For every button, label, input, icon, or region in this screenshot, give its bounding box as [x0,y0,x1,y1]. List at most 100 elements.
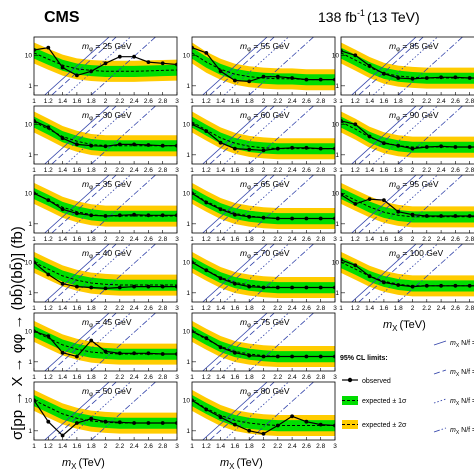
theory-line [202,382,268,440]
x-tick-label: 2.4 [130,305,139,312]
x-tick-label: 2 [262,305,266,312]
x-tick-label: 1.4 [365,98,374,105]
x-tick-label: 1.4 [216,443,225,450]
x-tick-label: 1.4 [58,305,67,312]
observed-point [304,354,309,359]
observed-point [318,285,323,290]
expected-line [192,121,335,150]
observed-point [290,414,294,419]
x-tick-label: 3 [333,374,337,381]
theory-line [248,313,314,371]
x-tick-label: 2 [411,98,415,105]
x-tick-label: 1.6 [72,167,81,174]
theory-line [51,37,117,95]
observed-point [233,422,237,427]
y-tick-label: 10 [25,260,33,267]
x-tick-label: 2.2 [115,167,124,174]
observed-point [318,146,323,151]
x-tick-label: 2.2 [422,98,431,105]
x-tick-label: 1.8 [87,98,96,105]
panel-plot-area [192,382,335,440]
x-tick-label: 3 [175,236,179,243]
expected-1sigma-band [192,395,335,432]
panel-plot-area [341,106,474,164]
y-tick-label: 10 [332,53,340,60]
observed-point [424,214,429,218]
panel-mass-label: mφ = 95 GeV [389,179,439,191]
panel: 1 1.2 1.4 1.6 1.8 2 2.2 2.4 2.6 2.8 3 1 10 mφ = 30 Ge… [25,105,179,174]
observed-point [247,428,252,433]
observed-point [410,212,415,217]
x-tick-label: 1.6 [230,305,239,312]
y-tick-label: 10 [25,122,33,129]
x-tick-label: 2.2 [115,305,124,312]
observed-point [160,284,165,289]
luminosity-label: 138 fb-1 (13 TeV) [318,8,420,25]
panel-mass-label: mφ = 70 GeV [240,248,290,260]
x-tick-label: 1.2 [44,374,53,381]
theory-line [44,382,110,440]
x-axis-titles: mX (TeV) mX (TeV) mX (TeV) [62,319,426,471]
observed-point [318,422,323,427]
x-axis-title: mX (TeV) [62,457,105,471]
observed-point [60,433,65,438]
observed-point [175,213,177,218]
theory-line [358,244,424,302]
x-tick-label: 1.6 [379,98,388,105]
theory-line [397,244,463,302]
legend-observed-label: observed [362,378,391,385]
x-tick-label: 2.4 [288,305,297,312]
x-tick-label: 2.6 [302,443,311,450]
x-tick-label: 1.2 [351,236,360,243]
expected-1sigma-band [192,116,335,155]
x-axis-title: mX (TeV) [220,457,263,471]
y-tick-label: 10 [25,53,33,60]
observed-point [103,419,108,424]
expected-line [34,261,177,286]
observed-point [467,214,472,218]
observed-point [175,352,177,356]
y-tick-label: 10 [183,260,191,267]
observed-point [75,211,79,216]
observed-point [34,119,36,123]
observed-point [146,421,151,425]
y-tick-label: 1 [28,221,32,228]
panel: 1 1.2 1.4 1.6 1.8 2 2.2 2.4 2.6 2.8 3 1 10 mφ = 70 Ge… [183,243,337,312]
x-tick-label: 2.4 [288,443,297,450]
legend-theory-swatch [433,369,447,375]
theory-line [44,37,110,95]
legend: 95% CL limits: observed expected ± 1σ ex… [340,340,474,436]
x-tick-label: 1.4 [58,374,67,381]
observed-point [160,352,165,356]
x-tick-label: 1.8 [394,167,403,174]
y-tick-label: 10 [183,191,191,198]
theory-line [44,244,110,302]
observed-point [75,354,79,359]
x-tick-label: 1.6 [230,443,239,450]
x-tick-label: 2.8 [158,98,167,105]
observed-point [275,216,280,221]
observed-point [290,285,294,290]
theory-line [223,313,289,371]
observed-point [132,351,137,356]
x-tick-label: 1.8 [394,98,403,105]
theory-line [351,175,417,233]
theory-line [223,382,289,440]
theory-line [209,106,275,164]
x-tick-label: 2.6 [302,236,311,243]
theory-line [358,106,424,164]
observed-point [204,268,209,273]
observed-point [304,145,309,150]
expected-1sigma-band [341,257,474,292]
observed-point [60,207,65,212]
observed-point [467,76,472,80]
theory-line [51,106,117,164]
observed-point [218,345,223,350]
panel-plot-area [341,175,474,233]
observed-point [247,214,252,219]
x-tick-label: 2.6 [302,98,311,105]
observed-point [75,421,79,425]
observed-point [382,71,386,76]
